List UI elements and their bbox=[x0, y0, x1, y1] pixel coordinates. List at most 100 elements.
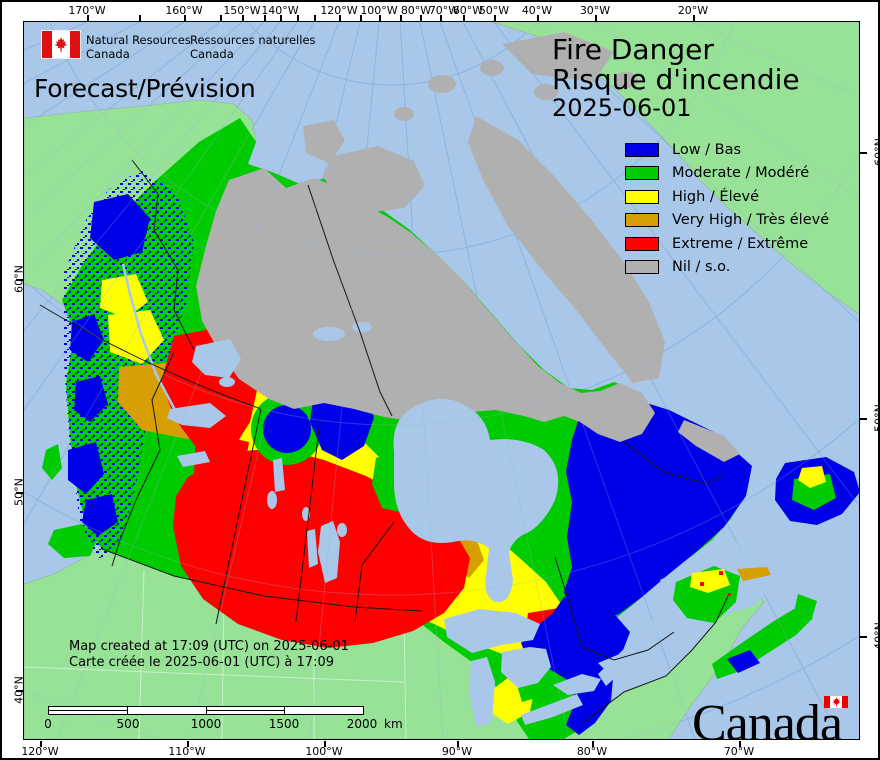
legend-swatch-extreme bbox=[625, 236, 659, 251]
axis-tick bbox=[339, 15, 341, 21]
axis-tick bbox=[264, 15, 266, 21]
nil-regions bbox=[196, 32, 740, 462]
qc-nl-border bbox=[623, 441, 725, 485]
legend-row-very-high: Very High / Très élevé bbox=[625, 209, 829, 233]
cape-breton bbox=[794, 594, 817, 618]
created-fr: Carte créée le 2025-06-01 (UTC) à 17:09 bbox=[69, 655, 334, 670]
lake-ontario bbox=[553, 674, 601, 695]
axis-tick bbox=[860, 418, 867, 420]
scale-segment bbox=[285, 707, 363, 714]
scale-bar-labels: 0 500 1000 1500 2000 km bbox=[44, 717, 403, 731]
title-fr: Risque d'incendie bbox=[552, 62, 800, 96]
canada-flag-icon bbox=[41, 30, 81, 59]
axis-tick bbox=[187, 741, 189, 747]
lake-michigan bbox=[469, 657, 495, 728]
longitude-label: 80°W bbox=[400, 4, 432, 17]
mackenzie-river bbox=[121, 263, 178, 413]
scale-segment bbox=[128, 707, 207, 714]
lake-superior bbox=[444, 609, 540, 653]
wordmark-flag-icon bbox=[824, 696, 848, 708]
axis-tick bbox=[739, 741, 741, 747]
scale-segment bbox=[206, 707, 286, 714]
latitude-label: 50°N bbox=[12, 478, 26, 506]
axis-tick bbox=[16, 279, 23, 281]
sixtieth-parallel-border bbox=[39, 304, 262, 410]
axis-tick bbox=[184, 15, 186, 21]
mainland-nunavut bbox=[196, 168, 655, 442]
axis-tick bbox=[242, 15, 244, 21]
longitude-label: 100°W bbox=[360, 4, 398, 17]
on-qc-border bbox=[554, 556, 675, 661]
longitude-label: 120°W bbox=[21, 745, 59, 758]
yukon-nwt-border bbox=[131, 159, 195, 351]
longitude-label: 30°W bbox=[579, 4, 611, 17]
scale-unit: km bbox=[384, 717, 403, 731]
canada-wordmark: Canada bbox=[692, 695, 843, 740]
longitude-label: 120°W bbox=[320, 4, 358, 17]
yukon-low bbox=[90, 194, 150, 260]
latitude-label: 60°N bbox=[872, 138, 880, 166]
nwt-nu-border bbox=[307, 184, 393, 417]
axis-tick bbox=[400, 15, 402, 21]
map-title: Fire Danger Risque d'incendie 2025-06-01 bbox=[552, 35, 800, 122]
axis-tick bbox=[297, 15, 299, 21]
created-en: Map created at 17:09 (UTC) on 2025-06-01 bbox=[69, 639, 349, 654]
title-date: 2025-06-01 bbox=[552, 94, 692, 123]
axis-tick bbox=[40, 741, 42, 747]
canada-fire-danger-map bbox=[24, 22, 859, 739]
axis-tick bbox=[693, 15, 695, 21]
scale-bar bbox=[48, 706, 364, 715]
legend-swatch-very-high bbox=[625, 213, 659, 228]
flag-red-bar bbox=[42, 31, 52, 58]
axis-tick bbox=[16, 690, 23, 692]
axis-tick bbox=[420, 15, 422, 21]
axis-tick bbox=[860, 152, 867, 154]
latitude-label: 40°N bbox=[12, 676, 26, 704]
latitude-label: 60°N bbox=[12, 265, 26, 293]
longitude-label: 60°W bbox=[452, 4, 484, 17]
mb-on-border bbox=[354, 521, 395, 623]
hudson-bay bbox=[393, 398, 559, 603]
axis-tick bbox=[494, 15, 496, 21]
axis-tick bbox=[537, 15, 539, 21]
lake-erie bbox=[521, 694, 583, 725]
latitude-label: 50°N bbox=[872, 404, 880, 432]
longitude-label: 50°W bbox=[478, 4, 510, 17]
longitude-label: 80°W bbox=[576, 745, 608, 758]
legend-row-nil: Nil / s.o. bbox=[625, 256, 829, 280]
longitude-label: 170°W bbox=[68, 4, 106, 17]
axis-tick bbox=[220, 15, 222, 21]
axis-tick bbox=[16, 492, 23, 494]
us-border-east bbox=[583, 595, 729, 723]
legend-swatch-high bbox=[625, 189, 659, 204]
longitude-label: 140°W bbox=[261, 4, 299, 17]
legend-row-extreme: Extreme / Extrême bbox=[625, 232, 829, 256]
maple-leaf-icon bbox=[832, 697, 840, 707]
longitude-label: 110°W bbox=[168, 745, 206, 758]
lake-huron bbox=[501, 647, 551, 688]
map-frame: Natural Resources Canada Ressources natu… bbox=[23, 21, 860, 740]
legend-swatch-moderate bbox=[625, 166, 659, 181]
axis-tick bbox=[860, 636, 867, 638]
legend-row-moderate: Moderate / Modéré bbox=[625, 162, 829, 186]
axis-tick bbox=[280, 15, 282, 21]
axis-tick bbox=[379, 15, 381, 21]
us-border-west bbox=[101, 548, 423, 612]
lake-winnipeg bbox=[318, 521, 340, 583]
maple-leaf-icon bbox=[54, 37, 68, 52]
axis-tick bbox=[360, 15, 362, 21]
lakes bbox=[121, 263, 601, 728]
latitude-label: 40°N bbox=[872, 622, 880, 650]
axis-tick bbox=[139, 15, 141, 21]
legend-swatch-nil bbox=[625, 260, 659, 275]
longitude-label: 20°W bbox=[677, 4, 709, 17]
quebec-labrador-low bbox=[564, 396, 752, 623]
axis-tick bbox=[463, 15, 465, 21]
longitude-label: 40°W bbox=[521, 4, 553, 17]
great-bear-lake bbox=[192, 339, 241, 378]
longitude-label: 150°W bbox=[223, 4, 261, 17]
lake-athabasca bbox=[177, 451, 210, 467]
legend: Low / Bas Moderate / Modéré High / Élevé… bbox=[625, 138, 829, 279]
low-danger-eye bbox=[263, 405, 311, 453]
